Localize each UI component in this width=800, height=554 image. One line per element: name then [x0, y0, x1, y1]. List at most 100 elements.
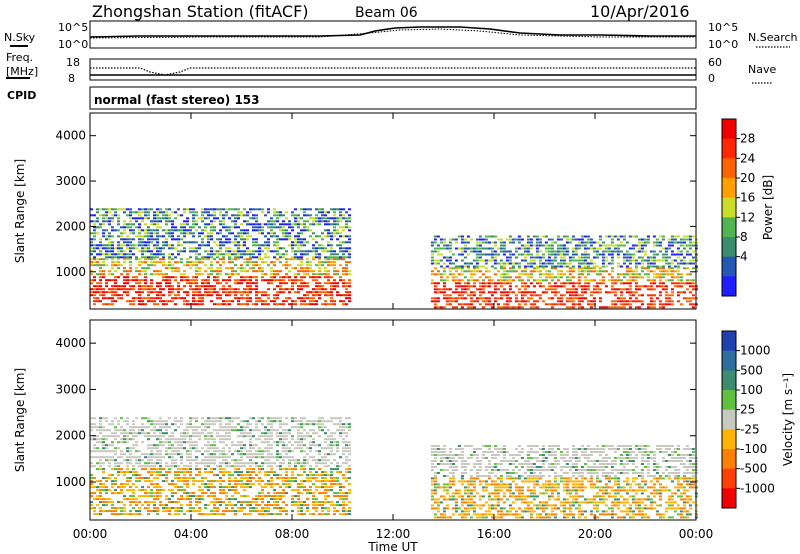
heatmap-cell — [463, 303, 467, 306]
heatmap-cell — [508, 285, 512, 288]
heatmap-cell — [613, 294, 617, 297]
heatmap-cell — [255, 208, 258, 211]
heatmap-cell — [156, 435, 159, 438]
y-tick-label: 1000 — [55, 265, 86, 279]
heatmap-cell — [96, 247, 99, 250]
heatmap-cell — [231, 291, 234, 294]
heatmap-cell — [174, 229, 177, 232]
heatmap-cell — [213, 495, 216, 498]
heatmap-cell — [96, 435, 99, 438]
heatmap-cell — [676, 276, 680, 279]
heatmap-cell — [90, 220, 93, 223]
heatmap-cell — [318, 273, 321, 276]
heatmap-cell — [138, 214, 141, 217]
heatmap-cell — [448, 273, 452, 276]
heatmap-cell — [108, 459, 111, 462]
heatmap-cell — [249, 486, 252, 489]
heatmap-cell — [243, 276, 246, 279]
heatmap-cell — [264, 426, 267, 429]
heatmap-cell — [159, 426, 162, 429]
heatmap-cell — [547, 250, 551, 253]
heatmap-cell — [673, 265, 677, 268]
heatmap-cell — [646, 270, 650, 273]
heatmap-cell — [439, 306, 443, 309]
heatmap-cell — [330, 217, 333, 220]
heatmap-cell — [222, 279, 225, 282]
heatmap-cell — [517, 300, 521, 303]
heatmap-cell — [457, 265, 461, 268]
heatmap-cell — [535, 265, 539, 268]
heatmap-cell — [96, 208, 99, 211]
heatmap-cell — [114, 300, 117, 303]
heatmap-cell — [165, 429, 168, 432]
heatmap-cell — [198, 273, 201, 276]
heatmap-cell — [664, 247, 668, 250]
heatmap-cell — [255, 250, 258, 253]
heatmap-cell — [270, 423, 273, 426]
heatmap-cell — [625, 270, 629, 273]
heatmap-cell — [577, 256, 581, 259]
heatmap-cell — [487, 247, 491, 250]
heatmap-cell — [333, 250, 336, 253]
heatmap-cell — [153, 297, 156, 300]
heatmap-cell — [294, 276, 297, 279]
heatmap-cell — [294, 489, 297, 492]
heatmap-cell — [288, 220, 291, 223]
heatmap-cell — [174, 447, 177, 450]
heatmap-cell — [634, 279, 638, 282]
heatmap-cell — [514, 256, 518, 259]
heatmap-cell — [330, 438, 333, 441]
heatmap-cell — [201, 232, 204, 235]
heatmap-cell — [595, 270, 599, 273]
heatmap-cell — [637, 256, 641, 259]
heatmap-cell — [282, 423, 285, 426]
heatmap-cell — [490, 256, 494, 259]
heatmap-cell — [105, 435, 108, 438]
heatmap-cell — [249, 504, 252, 507]
heatmap-cell — [466, 294, 470, 297]
heatmap-cell — [264, 483, 267, 486]
heatmap-cell — [288, 303, 291, 306]
heatmap-cell — [520, 270, 524, 273]
heatmap-cell — [174, 474, 177, 477]
heatmap-cell — [282, 247, 285, 250]
heatmap-cell — [240, 465, 243, 468]
heatmap-cell — [150, 429, 153, 432]
heatmap-cell — [315, 253, 318, 256]
heatmap-cell — [105, 235, 108, 238]
heatmap-cell — [189, 208, 192, 211]
heatmap-cell — [306, 297, 309, 300]
heatmap-cell — [96, 438, 99, 441]
heatmap-cell — [165, 303, 168, 306]
heatmap-cell — [327, 264, 330, 267]
heatmap-cell — [601, 279, 605, 282]
heatmap-cell — [628, 303, 632, 306]
heatmap-cell — [583, 265, 587, 268]
heatmap-cell — [249, 253, 252, 256]
heatmap-cell — [276, 504, 279, 507]
heatmap-cell — [225, 435, 228, 438]
heatmap-cell — [288, 235, 291, 238]
heatmap-cell — [201, 261, 204, 264]
heatmap-cell — [309, 267, 312, 270]
heatmap-cell — [147, 291, 150, 294]
heatmap-cell — [577, 297, 581, 300]
heatmap-cell — [321, 285, 324, 288]
heatmap-cell — [288, 486, 291, 489]
heatmap-cell — [306, 474, 309, 477]
heatmap-cell — [276, 270, 279, 273]
heatmap-cell — [171, 220, 174, 223]
heatmap-cell — [270, 417, 273, 420]
heatmap-cell — [442, 241, 446, 244]
heatmap-cell — [105, 279, 108, 282]
heatmap-cell — [171, 450, 174, 453]
heatmap-cell — [523, 259, 527, 262]
heatmap-cell — [604, 285, 608, 288]
heatmap-cell — [649, 297, 653, 300]
heatmap-cell — [180, 456, 183, 459]
heatmap-cell — [159, 220, 162, 223]
heatmap-cell — [634, 300, 638, 303]
heatmap-cell — [219, 294, 222, 297]
heatmap-cell — [261, 232, 264, 235]
heatmap-cell — [321, 504, 324, 507]
